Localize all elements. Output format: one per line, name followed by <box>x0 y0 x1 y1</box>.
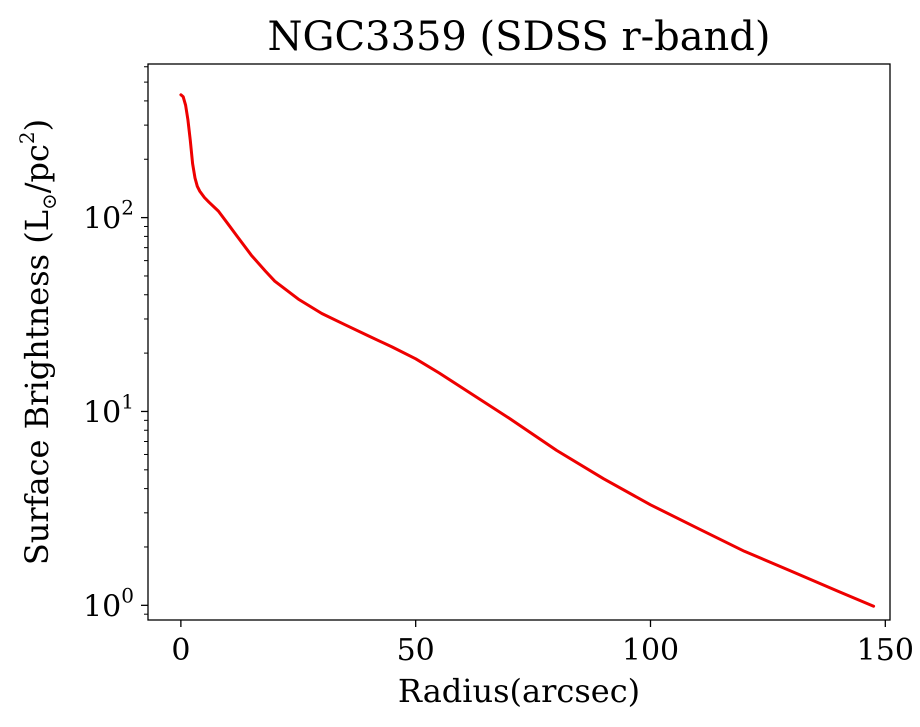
x-axis: 0 50 100 150 <box>171 620 914 668</box>
chart-title: NGC3359 (SDSS r-band) <box>267 14 770 60</box>
series-line-0 <box>179 93 876 608</box>
x-tick-label: 50 <box>397 633 435 668</box>
y-axis-label-superscript: 2 <box>15 131 39 144</box>
y-axis-label-subscript: ⊙ <box>37 193 61 210</box>
x-tick-label: 0 <box>171 633 190 668</box>
x-tick-label: 100 <box>622 633 679 668</box>
x-axis-label: Radius(arcsec) <box>398 672 640 710</box>
y-axis-label: Surface Brightness (L⊙/pc2) <box>15 119 61 565</box>
y-tick-label: 102 <box>83 196 134 237</box>
y-tick-label: 100 <box>83 583 134 624</box>
y-axis: 100 101 102 <box>83 66 148 624</box>
x-tick-label: 150 <box>857 633 914 668</box>
plot-area <box>179 93 876 608</box>
y-axis-label-suffix: ) <box>18 119 56 131</box>
y-axis-label-prefix: Surface Brightness (L <box>18 210 56 565</box>
y-tick-label: 101 <box>83 389 134 430</box>
y-axis-label-middle: /pc <box>18 144 56 193</box>
plot-frame <box>147 63 891 621</box>
